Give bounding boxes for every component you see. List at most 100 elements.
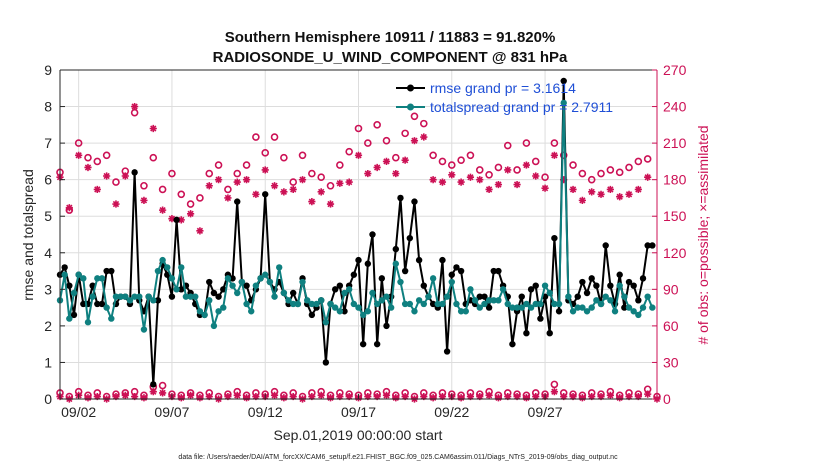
totalspread-point-34 [215, 308, 222, 315]
obs_assimilated_bottom-point-25 [289, 392, 297, 401]
obs_possible-point-57 [587, 175, 596, 184]
totalspread-point-107 [555, 300, 563, 308]
obs_possible-point-41 [438, 157, 447, 166]
obs_assimilated_bottom-point-35 [382, 391, 391, 399]
totalspread-point-73 [397, 278, 404, 286]
rmse-point-78 [420, 282, 427, 289]
obs_possible-point-17 [214, 161, 223, 169]
y-tick-left-label-4: 4 [44, 245, 52, 261]
totalspread-point-39 [238, 278, 246, 286]
rmse-point-120 [616, 271, 623, 278]
rmse-point-38 [234, 198, 241, 205]
obs_possible_bottom-point-11 [158, 381, 167, 390]
totalspread-point-126 [644, 293, 651, 300]
rmse-point-118 [607, 282, 614, 289]
obs_possible-point-54 [559, 151, 568, 160]
y-tick-left-label-6: 6 [44, 172, 52, 188]
legend-rmse-text: rmse grand pr = 3.1614 [430, 80, 576, 96]
obs_possible-point-38 [410, 112, 419, 121]
obs_assimilated_bottom-point-6 [112, 392, 120, 401]
obs_assimilated-point-48 [504, 166, 512, 174]
totalspread-point-9 [98, 275, 106, 282]
totalspread-point-56 [317, 297, 325, 304]
obs_possible-point-37 [401, 129, 409, 138]
totalspread-point-122 [625, 304, 633, 311]
obs_assimilated_bottom-point-27 [308, 392, 316, 401]
obs_assimilated_bottom-point-57 [588, 392, 596, 401]
obs_assimilated_bottom-point-7 [121, 391, 129, 399]
obs_possible-point-24 [280, 153, 288, 162]
y-tick-right-label-4: 120 [663, 245, 687, 261]
totalspread-point-68 [373, 300, 381, 308]
obs_possible-point-10 [149, 153, 158, 162]
totalspread-point-78 [420, 300, 427, 308]
rmse-point-86 [457, 267, 465, 275]
obs_assimilated-point-26 [298, 176, 307, 184]
totalspread-point-19 [145, 293, 152, 300]
obs_assimilated-point-31 [345, 178, 353, 186]
obs_possible-point-40 [429, 151, 437, 160]
obs_possible-point-29 [326, 181, 335, 190]
obs_possible-point-5 [102, 151, 111, 160]
y-tick-right-label-3: 90 [663, 281, 679, 297]
obs_assimilated-point-34 [373, 163, 381, 172]
y-tick-left-label-8: 8 [44, 99, 52, 115]
grid [60, 69, 657, 400]
obs_assimilated_bottom-point-63 [644, 390, 652, 398]
y-axis-label-right: # of obs: o=possible; ×=assimilated [695, 125, 711, 344]
obs_possible_bottom-point-53 [550, 380, 559, 389]
totalspread-point-88 [467, 286, 474, 293]
totalspread-point-84 [448, 278, 455, 286]
rmse-point-10 [103, 267, 110, 275]
legend-spread-marker [407, 103, 414, 111]
totalspread-point-69 [378, 297, 386, 304]
rmse-point-126 [644, 242, 651, 249]
obs_possible-point-14 [186, 200, 195, 208]
rmse-point-64 [355, 256, 362, 264]
totalspread-point-4 [75, 271, 82, 278]
obs_possible-point-63 [643, 155, 652, 163]
rmse-line [59, 80, 653, 386]
obs_assimilated-point-62 [634, 185, 642, 194]
totalspread-point-43 [257, 275, 264, 282]
rmse-point-113 [583, 289, 591, 297]
obs_possible-point-51 [531, 157, 540, 166]
obs_assimilated-point-35 [382, 157, 391, 165]
obs_assimilated-point-43 [457, 178, 465, 186]
totalspread-point-92 [485, 297, 493, 304]
chart-title-line2: RADIOSONDE_U_WIND_COMPONENT @ 831 hPa [213, 49, 568, 66]
rmse-point-102 [532, 282, 539, 289]
totalspread-point-106 [551, 300, 558, 308]
rmse-point-74 [401, 267, 409, 275]
totalspread-point-105 [546, 289, 553, 297]
totalspread-point-117 [602, 293, 609, 300]
obs_assimilated-point-44 [466, 173, 475, 181]
obs_assimilated-point-28 [317, 188, 325, 196]
totalspread-point-83 [443, 293, 451, 300]
obs_assimilated-point-7 [121, 172, 129, 180]
obs_assimilated-point-40 [429, 176, 437, 184]
totalspread-point-16 [131, 293, 138, 300]
totalspread-point-113 [583, 308, 591, 315]
obs_assimilated_bottom-point-33 [364, 392, 372, 401]
obs_assimilated-point-51 [532, 172, 540, 180]
obs_assimilated_bottom-point-56 [578, 394, 586, 402]
obs_possible-point-48 [503, 141, 512, 150]
obs_assimilated-point-14 [186, 210, 195, 218]
totalspread-point-37 [229, 282, 236, 289]
obs_possible-point-36 [392, 153, 400, 162]
obs_possible-point-35 [382, 136, 391, 145]
totalspread-point-31 [201, 311, 208, 319]
series-lines [56, 77, 656, 388]
totalspread-point-14 [122, 293, 129, 300]
totalspread-point-44 [262, 271, 269, 278]
rmse-point-124 [635, 297, 642, 304]
totalspread-point-67 [369, 289, 376, 297]
obs_assimilated_bottom-point-44 [466, 392, 475, 401]
rmse-point-93 [490, 267, 497, 275]
footer-data-file: data file: /Users/raeder/DAI/ATM_forcXX/… [178, 454, 618, 461]
obs_assimilated_bottom-point-3 [84, 394, 92, 402]
rmse-point-92 [485, 304, 493, 311]
totalspread-point-41 [248, 308, 255, 315]
y-tick-left-label-5: 5 [44, 208, 52, 224]
